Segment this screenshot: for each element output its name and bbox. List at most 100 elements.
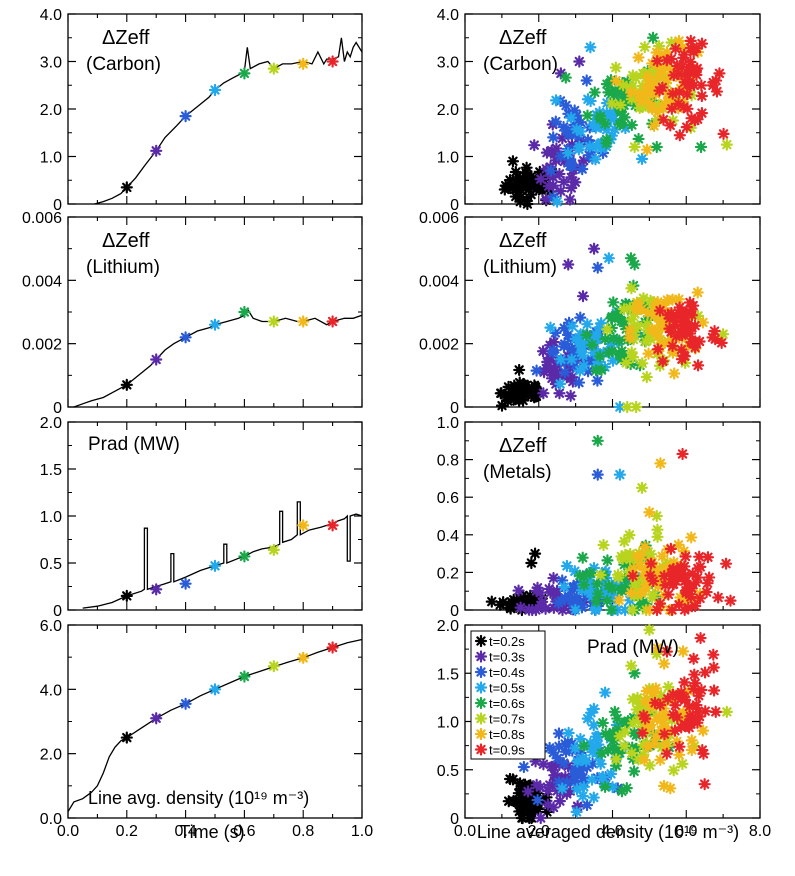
scatter-point (632, 51, 645, 64)
scatter-point (577, 780, 590, 793)
scatter-point (555, 772, 568, 785)
scatter-point (627, 717, 640, 730)
scatter-point (554, 150, 568, 163)
scatter-point (590, 595, 603, 608)
scatter-point (537, 758, 550, 771)
scatter-point (560, 559, 573, 573)
scatter-point (551, 195, 564, 208)
scatter-point (691, 62, 704, 75)
scatter-point (543, 778, 556, 792)
time-marker (150, 144, 163, 157)
scatter-point (646, 102, 659, 116)
scatter-point (506, 773, 520, 786)
scatter-point (559, 99, 573, 112)
scatter-point (632, 132, 645, 146)
scatter-point (550, 589, 563, 602)
scatter-point (641, 318, 654, 331)
legend-label: t=0.8s (489, 727, 525, 742)
scatter-point (720, 138, 733, 151)
scatter-point (683, 588, 696, 601)
y-tick-label: 3.0 (40, 55, 62, 72)
scatter-point (633, 697, 646, 710)
scatter-point (544, 586, 557, 599)
scatter-point (528, 593, 541, 606)
scatter-point (643, 759, 656, 772)
scatter-point (494, 598, 507, 611)
scatter-point (568, 565, 581, 578)
scatter-point (637, 89, 650, 102)
scatter-point (553, 795, 566, 808)
scatter-point (565, 159, 579, 173)
scatter-point (671, 59, 684, 73)
scatter-point (672, 67, 685, 81)
panel-right-1: 0 1.0 2.0 3.0 4.0 ΔZeff (Carbon) (437, 7, 761, 214)
scatter-point (665, 52, 678, 66)
scatter-point (512, 584, 525, 597)
scatter-point (599, 780, 612, 793)
scatter-point (558, 366, 571, 379)
scatter-point (556, 603, 569, 617)
scatter-point (638, 753, 651, 767)
x-tick-label: 6.0 (675, 823, 697, 840)
scatter-point (625, 659, 638, 672)
scatter-point (651, 530, 664, 543)
scatter-point (520, 161, 533, 174)
scatter-point (640, 143, 654, 156)
scatter-point (575, 584, 589, 597)
scatter-point (558, 322, 571, 335)
y-tick-label: 1.0 (40, 509, 62, 526)
scatter-point (549, 115, 562, 128)
scatter-point (541, 355, 554, 368)
y-tick-label: 0.002 (22, 337, 62, 354)
scatter-point (667, 562, 680, 576)
scatter-point (673, 301, 686, 314)
scatter-point (574, 116, 587, 129)
scatter-point (528, 547, 542, 560)
scatter-point (565, 181, 578, 195)
scatter-point (642, 719, 655, 732)
scatter-point (696, 743, 709, 757)
scatter-point (683, 700, 696, 713)
series-line (67, 638, 363, 812)
scatter-point (512, 185, 525, 199)
scatter-point (543, 582, 556, 596)
time-marker (208, 559, 222, 572)
scatter-point (619, 582, 633, 595)
scatter-point (693, 592, 707, 605)
scatter-point (594, 757, 607, 770)
scatter-point (646, 57, 659, 70)
scatter-point (677, 349, 690, 362)
scatter-point (672, 34, 686, 48)
scatter-point (626, 603, 639, 617)
x-tick-label: 4.0 (601, 823, 623, 840)
scatter-point (672, 598, 686, 611)
scatter-point (651, 523, 664, 536)
scatter-point (652, 330, 665, 343)
scatter-point (630, 400, 643, 414)
time-marker (150, 712, 163, 725)
panel-label: ΔZeff (499, 27, 547, 49)
scatter-point (588, 86, 601, 99)
scatter-point (688, 668, 701, 681)
scatter-point (512, 796, 525, 809)
scatter-point (697, 747, 710, 760)
scatter-point (531, 793, 544, 807)
scatter-point (636, 726, 649, 740)
scatter-point (544, 185, 557, 198)
scatter-point (547, 171, 560, 184)
scatter-point (695, 683, 708, 697)
scatter-point (624, 357, 637, 371)
scatter-point (608, 123, 621, 136)
scatter-point (665, 307, 678, 320)
scatter-point (676, 447, 689, 461)
scatter-point (552, 740, 566, 753)
scatter-point (576, 771, 590, 784)
panel-label: ΔZeff (499, 435, 547, 457)
y-tick-label: 0 (53, 400, 62, 417)
scatter-point (552, 776, 565, 789)
scatter-point (601, 594, 614, 607)
scatter-point (623, 301, 637, 315)
scatter-point (620, 356, 633, 370)
scatter-point (557, 756, 570, 770)
scatter-point (589, 153, 602, 166)
